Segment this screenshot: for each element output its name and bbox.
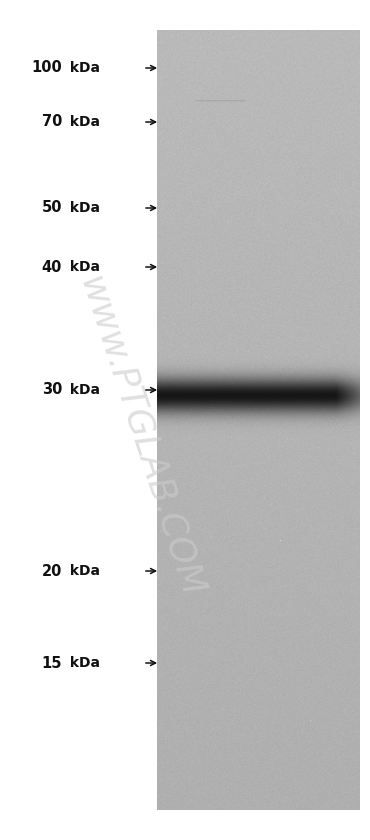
Text: 40: 40 [41,260,62,275]
Text: kDa: kDa [65,260,100,274]
Text: kDa: kDa [65,115,100,129]
Text: kDa: kDa [65,656,100,670]
Text: kDa: kDa [65,383,100,397]
Text: kDa: kDa [65,564,100,578]
Text: 50: 50 [41,201,62,216]
Text: 30: 30 [41,382,62,397]
Text: 15: 15 [41,655,62,670]
Text: www.PTGLAB.COM: www.PTGLAB.COM [73,272,209,601]
Text: kDa: kDa [65,61,100,75]
Text: 70: 70 [41,114,62,129]
Text: kDa: kDa [65,201,100,215]
Text: 20: 20 [41,564,62,579]
Text: 100: 100 [31,60,62,76]
